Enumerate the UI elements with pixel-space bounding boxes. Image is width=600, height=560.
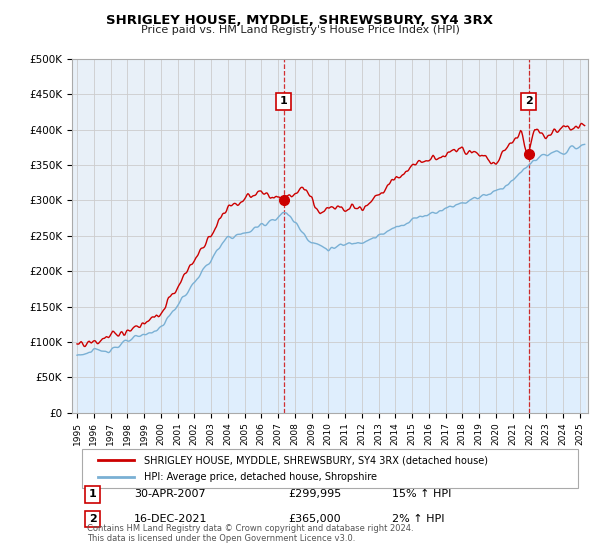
Text: Price paid vs. HM Land Registry's House Price Index (HPI): Price paid vs. HM Land Registry's House … bbox=[140, 25, 460, 35]
Text: 1: 1 bbox=[280, 96, 287, 106]
Text: Contains HM Land Registry data © Crown copyright and database right 2024.
This d: Contains HM Land Registry data © Crown c… bbox=[88, 524, 414, 543]
Text: £365,000: £365,000 bbox=[289, 514, 341, 524]
Text: SHRIGLEY HOUSE, MYDDLE, SHREWSBURY, SY4 3RX: SHRIGLEY HOUSE, MYDDLE, SHREWSBURY, SY4 … bbox=[107, 14, 493, 27]
FancyBboxPatch shape bbox=[82, 450, 578, 488]
Text: 2% ↑ HPI: 2% ↑ HPI bbox=[392, 514, 445, 524]
Text: SHRIGLEY HOUSE, MYDDLE, SHREWSBURY, SY4 3RX (detached house): SHRIGLEY HOUSE, MYDDLE, SHREWSBURY, SY4 … bbox=[144, 455, 488, 465]
Text: 30-APR-2007: 30-APR-2007 bbox=[134, 489, 206, 500]
Text: 2: 2 bbox=[89, 514, 97, 524]
Text: 2: 2 bbox=[525, 96, 533, 106]
Text: HPI: Average price, detached house, Shropshire: HPI: Average price, detached house, Shro… bbox=[144, 472, 377, 482]
Text: 16-DEC-2021: 16-DEC-2021 bbox=[134, 514, 208, 524]
Text: 15% ↑ HPI: 15% ↑ HPI bbox=[392, 489, 451, 500]
Text: 1: 1 bbox=[89, 489, 97, 500]
Text: £299,995: £299,995 bbox=[289, 489, 342, 500]
